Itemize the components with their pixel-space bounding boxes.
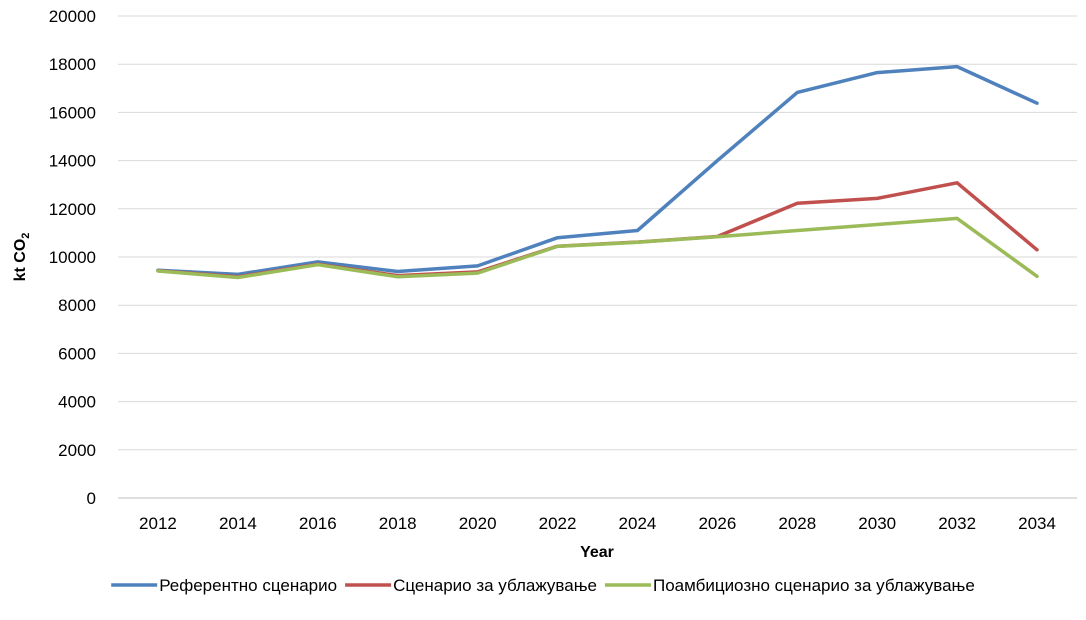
legend-label: Сценарио за ублажување bbox=[393, 576, 597, 595]
x-tick-label: 2012 bbox=[139, 514, 177, 533]
series-line-2 bbox=[156, 181, 1039, 279]
legend-label: Поамбициозно сценарио за ублажување bbox=[653, 576, 975, 595]
x-tick-label: 2014 bbox=[219, 514, 257, 533]
legend-label: Референтно сценарио bbox=[159, 576, 337, 595]
y-axis-ticks: 0 2000 4000 6000 8000 10000 12000 14000 16000 180… bbox=[49, 7, 96, 508]
y-axis-title: kt CO2 bbox=[12, 233, 32, 282]
y-axis-title-subscript: 2 bbox=[20, 233, 32, 239]
y-tick-label: 4000 bbox=[58, 393, 96, 412]
x-axis-title: Year bbox=[580, 544, 614, 561]
y-tick-label: 2000 bbox=[58, 441, 96, 460]
x-tick-label: 2034 bbox=[1018, 514, 1056, 533]
y-tick-label: 18000 bbox=[49, 55, 96, 74]
y-axis-title-main: kt CO bbox=[12, 239, 29, 282]
legend-item-2: Сценарио за ублажување bbox=[345, 576, 597, 595]
x-axis-ticks: 2012 2014 2016 2018 2020 2022 2024 2026 2028 2030… bbox=[139, 514, 1056, 533]
gridlines bbox=[118, 15, 1077, 499]
series-line-3 bbox=[156, 216, 1039, 280]
x-tick-label: 2024 bbox=[619, 514, 657, 533]
x-tick-label: 2032 bbox=[938, 514, 976, 533]
x-tick-label: 2018 bbox=[379, 514, 417, 533]
y-tick-label: 12000 bbox=[49, 200, 96, 219]
x-tick-label: 2030 bbox=[858, 514, 896, 533]
y-tick-label: 20000 bbox=[49, 7, 96, 26]
y-tick-label: 8000 bbox=[58, 296, 96, 315]
legend-item-1: Референтно сценарио bbox=[111, 576, 337, 595]
series-line-1 bbox=[156, 64, 1039, 277]
x-tick-label: 2028 bbox=[778, 514, 816, 533]
series-lines bbox=[156, 64, 1039, 280]
x-tick-label: 2020 bbox=[459, 514, 497, 533]
legend-item-3: Поамбициозно сценарио за ублажување bbox=[604, 576, 975, 595]
x-tick-label: 2022 bbox=[539, 514, 577, 533]
y-tick-label: 10000 bbox=[49, 248, 96, 267]
y-tick-label: 0 bbox=[87, 489, 96, 508]
x-tick-label: 2016 bbox=[299, 514, 337, 533]
x-tick-label: 2026 bbox=[698, 514, 736, 533]
y-tick-label: 14000 bbox=[49, 152, 96, 171]
y-tick-label: 6000 bbox=[58, 344, 96, 363]
y-tick-label: 16000 bbox=[49, 103, 96, 122]
legend: Референтно сценарио Сценарио за ублажувањ… bbox=[111, 576, 975, 595]
